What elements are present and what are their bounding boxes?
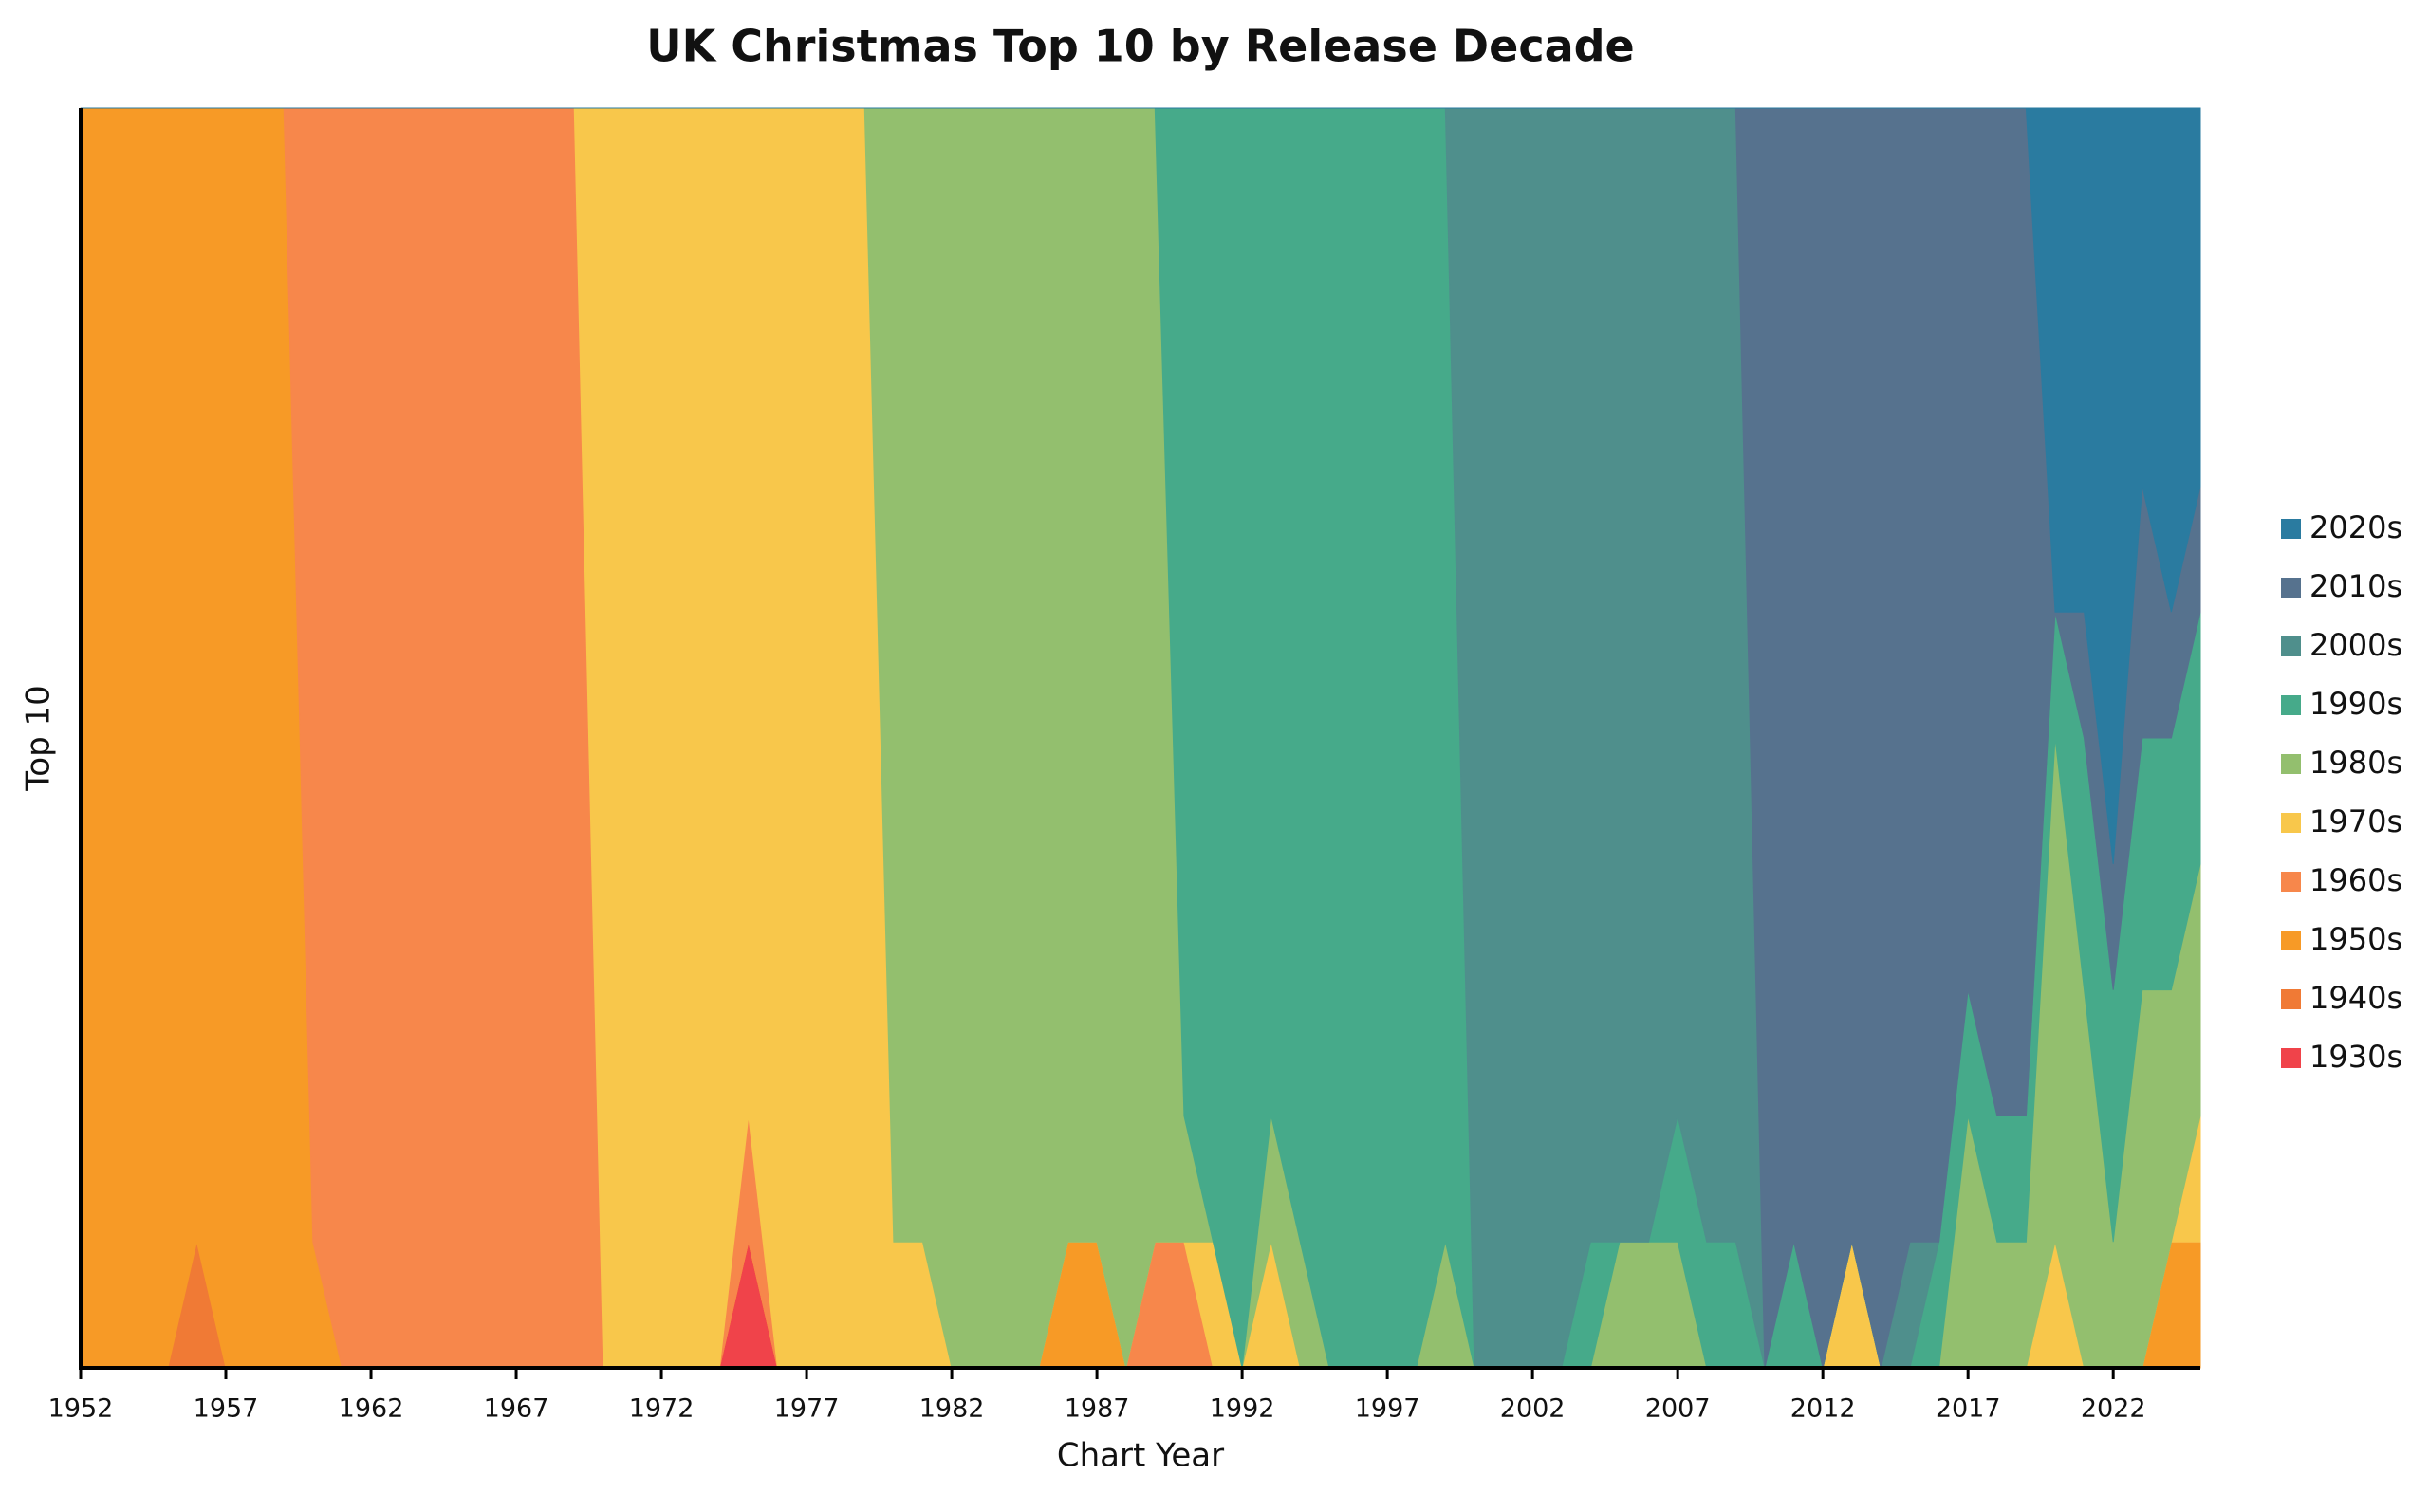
legend-label: 1930s [2309,1039,2402,1075]
legend-swatch [2281,754,2301,774]
chart-title: UK Christmas Top 10 by Release Decade [646,21,1635,72]
x-tick-label: 1967 [484,1394,549,1424]
x-tick-label: 1982 [919,1394,985,1424]
legend-swatch [2281,1048,2301,1068]
x-tick-label: 2022 [2081,1394,2146,1424]
legend-label: 1980s [2309,745,2402,781]
legend-swatch [2281,872,2301,892]
legend-label: 2020s [2309,509,2402,545]
legend-label: 1970s [2309,803,2402,839]
legend-swatch [2281,931,2301,950]
x-axis-label: Chart Year [1057,1437,1224,1475]
x-tick-label: 1977 [774,1394,840,1424]
legend-label: 2010s [2309,568,2402,604]
x-tick-label: 2007 [1645,1394,1711,1424]
x-tick-label: 2002 [1500,1394,1566,1424]
x-tick-label: 2012 [1790,1394,1856,1424]
legend-label: 1940s [2309,980,2402,1016]
legend-swatch [2281,578,2301,598]
legend-swatch [2281,519,2301,539]
legend-swatch [2281,636,2301,656]
x-tick-label: 1997 [1355,1394,1420,1424]
x-tick-label: 1952 [48,1394,114,1424]
legend-swatch [2281,695,2301,715]
legend-label: 1960s [2309,862,2402,898]
x-tick-label: 1987 [1065,1394,1130,1424]
legend-label: 2000s [2309,627,2402,663]
legend-label: 1950s [2309,921,2402,957]
x-tick-label: 1957 [194,1394,259,1424]
x-tick-label: 1962 [339,1394,404,1424]
y-axis-label: Top 10 [20,685,58,791]
legend-swatch [2281,813,2301,833]
x-tick-label: 2017 [1936,1394,2001,1424]
x-tick-label: 1992 [1210,1394,1275,1424]
legend-swatch [2281,989,2301,1009]
legend-label: 1990s [2309,686,2402,722]
area [81,107,2201,864]
x-tick-label: 1972 [629,1394,695,1424]
